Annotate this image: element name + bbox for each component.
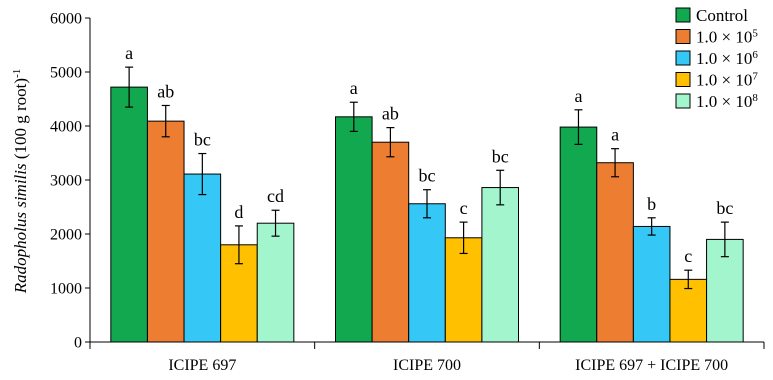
y-tick-label: 2000 [50, 227, 82, 244]
legend-label: Control [696, 6, 748, 25]
y-tick-label: 0 [74, 335, 82, 352]
x-category-label: ICIPE 697 [168, 357, 236, 374]
y-tick-label: 6000 [50, 11, 82, 28]
significance-letter: bc [419, 166, 436, 186]
legend-label: 1.0 × 108 [696, 92, 758, 111]
bar [110, 86, 148, 343]
legend-label: 1.0 × 106 [696, 49, 758, 68]
significance-letter: d [234, 202, 243, 222]
legend-swatch [675, 50, 691, 66]
legend-swatch [675, 72, 691, 87]
bar [335, 116, 373, 343]
significance-letter: c [684, 246, 692, 266]
significance-letter: b [647, 194, 656, 214]
bar [632, 225, 671, 343]
bar [559, 126, 598, 343]
y-tick-label: 1000 [50, 281, 82, 298]
legend: Control 1.0 × 105 1.0 × 106 1.0 × 107 1.0 × … [675, 6, 758, 111]
x-category-labels: ICIPE 697 ICIPE 700 ICIPE 697 + ICIPE 700 [168, 357, 728, 374]
significance-letter: cd [267, 186, 284, 206]
legend-label: 1.0 × 107 [696, 71, 758, 90]
legend-swatch [675, 7, 691, 23]
x-category-label: ICIPE 700 [393, 357, 461, 374]
legend-swatch [675, 93, 691, 109]
y-tick-label: 3000 [50, 173, 82, 190]
bar [669, 278, 708, 343]
significance-letter: bc [716, 198, 733, 218]
bar [408, 203, 446, 343]
y-axis-title-italic: Radopholus similis [11, 163, 30, 294]
y-tick-label: 4000 [50, 119, 82, 136]
bar [256, 222, 295, 343]
significance-letter: bc [492, 146, 509, 166]
y-tick-label: 5000 [50, 65, 82, 82]
significance-letter: ab [157, 81, 174, 101]
significance-letter: a [611, 125, 619, 145]
bar [371, 141, 410, 343]
bars [110, 86, 744, 343]
y-tick-labels: 0 1000 2000 3000 4000 5000 6000 [50, 11, 82, 352]
significance-letter: c [460, 198, 468, 218]
significance-letter: a [574, 86, 582, 106]
legend-label: 1.0 × 105 [696, 28, 758, 47]
bar [596, 162, 634, 343]
y-axis-title-sup: -1 [11, 69, 23, 78]
bar [146, 120, 185, 343]
bar [481, 187, 519, 343]
significance-letter: bc [194, 130, 211, 150]
legend-swatch [675, 29, 691, 44]
y-axis-title: Radopholus similis (100 g root)-1 [11, 69, 30, 295]
error-bars [125, 66, 729, 290]
bar [444, 237, 483, 343]
bar [183, 173, 222, 343]
significance-letter: ab [382, 104, 399, 124]
y-axis-title-rest: (100 g root) [11, 78, 30, 163]
significance-letter: a [125, 43, 133, 63]
significance-letter: a [350, 78, 358, 98]
x-category-label: ICIPE 697 + ICIPE 700 [575, 357, 728, 374]
